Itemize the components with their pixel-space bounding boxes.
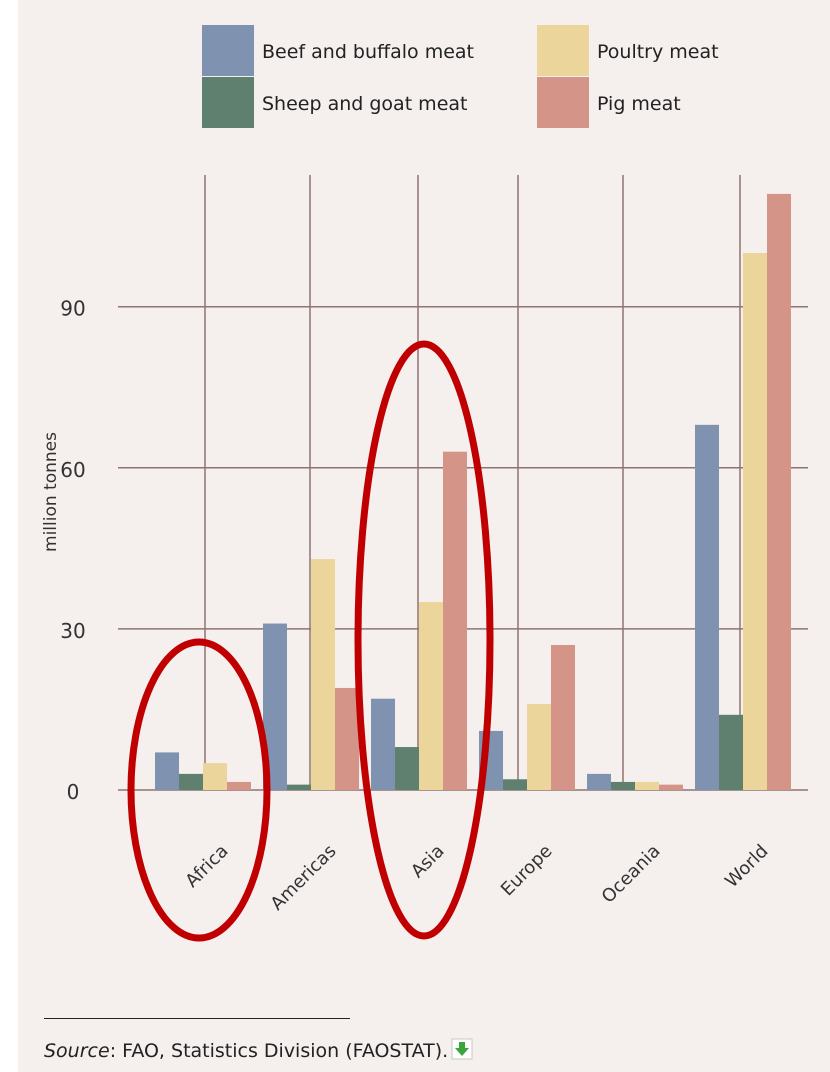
highlight-ellipse-africa — [127, 638, 271, 942]
bar-world-poultry-meat — [743, 253, 767, 790]
legend-label-sheep-and-goat-meat: Sheep and goat meat — [262, 93, 467, 115]
bar-world-beef-and-buffalo-meat — [695, 424, 719, 790]
bar-asia-sheep-and-goat-meat — [395, 747, 419, 790]
bar-world-pig-meat — [767, 193, 791, 790]
source-text: : FAO, Statistics Division (FAOSTAT). — [109, 1040, 449, 1062]
x-tick-label-africa: Africa — [181, 841, 232, 892]
legend-label-pig-meat: Pig meat — [597, 93, 681, 115]
bar-asia-poultry-meat — [419, 602, 443, 790]
legend-swatch-sheep-and-goat-meat — [202, 77, 254, 128]
legend-label-poultry-meat: Poultry meat — [597, 41, 719, 63]
legend-swatch-beef-and-buffalo-meat — [202, 25, 254, 76]
source-divider — [44, 1018, 350, 1019]
bar-americas-poultry-meat — [311, 559, 335, 790]
bar-oceania-sheep-and-goat-meat — [611, 781, 635, 790]
x-tick-label-asia: Asia — [407, 841, 449, 883]
bar-europe-pig-meat — [551, 645, 575, 790]
chart-figure: 0 30 60 90 million tonnes Africa Americas Asia E… — [18, 0, 830, 1072]
source-label: Source — [44, 1040, 110, 1062]
legend-swatch-poultry-meat — [537, 25, 589, 76]
bar-europe-sheep-and-goat-meat — [503, 779, 527, 790]
legend-swatch-pig-meat — [537, 77, 589, 128]
y-tick-label-90: 90 — [60, 297, 85, 321]
highlight-ellipse-asia — [354, 340, 494, 940]
bar-oceania-pig-meat — [659, 784, 683, 790]
bar-world-sheep-and-goat-meat — [719, 714, 743, 790]
x-tick-label-europe: Europe — [497, 841, 557, 901]
y-tick-label-0: 0 — [67, 780, 80, 804]
x-tick-label-world: World — [721, 841, 772, 892]
bar-africa-beef-and-buffalo-meat — [155, 752, 179, 790]
x-tick-label-oceania: Oceania — [598, 841, 665, 908]
bar-africa-poultry-meat — [203, 763, 227, 790]
bar-oceania-poultry-meat — [635, 781, 659, 790]
y-tick-label-30: 30 — [60, 619, 85, 643]
bar-americas-sheep-and-goat-meat — [287, 784, 311, 790]
y-axis-label: million tonnes — [41, 432, 61, 552]
download-icon[interactable] — [451, 1038, 473, 1060]
bar-chart: 0 30 60 90 million tonnes Africa Americas Asia E… — [41, 25, 808, 942]
bar-oceania-beef-and-buffalo-meat — [587, 773, 611, 790]
bar-asia-pig-meat — [443, 451, 467, 790]
bar-africa-sheep-and-goat-meat — [179, 773, 203, 790]
x-tick-label-americas: Americas — [267, 841, 341, 915]
source-note: Source: FAO, Statistics Division (FAOSTA… — [44, 1038, 473, 1062]
legend-label-beef-and-buffalo-meat: Beef and buffalo meat — [262, 41, 474, 63]
bar-americas-pig-meat — [335, 687, 359, 790]
y-tick-label-60: 60 — [60, 458, 85, 482]
bar-asia-beef-and-buffalo-meat — [371, 698, 395, 790]
bar-europe-poultry-meat — [527, 704, 551, 790]
bar-africa-pig-meat — [227, 781, 251, 790]
